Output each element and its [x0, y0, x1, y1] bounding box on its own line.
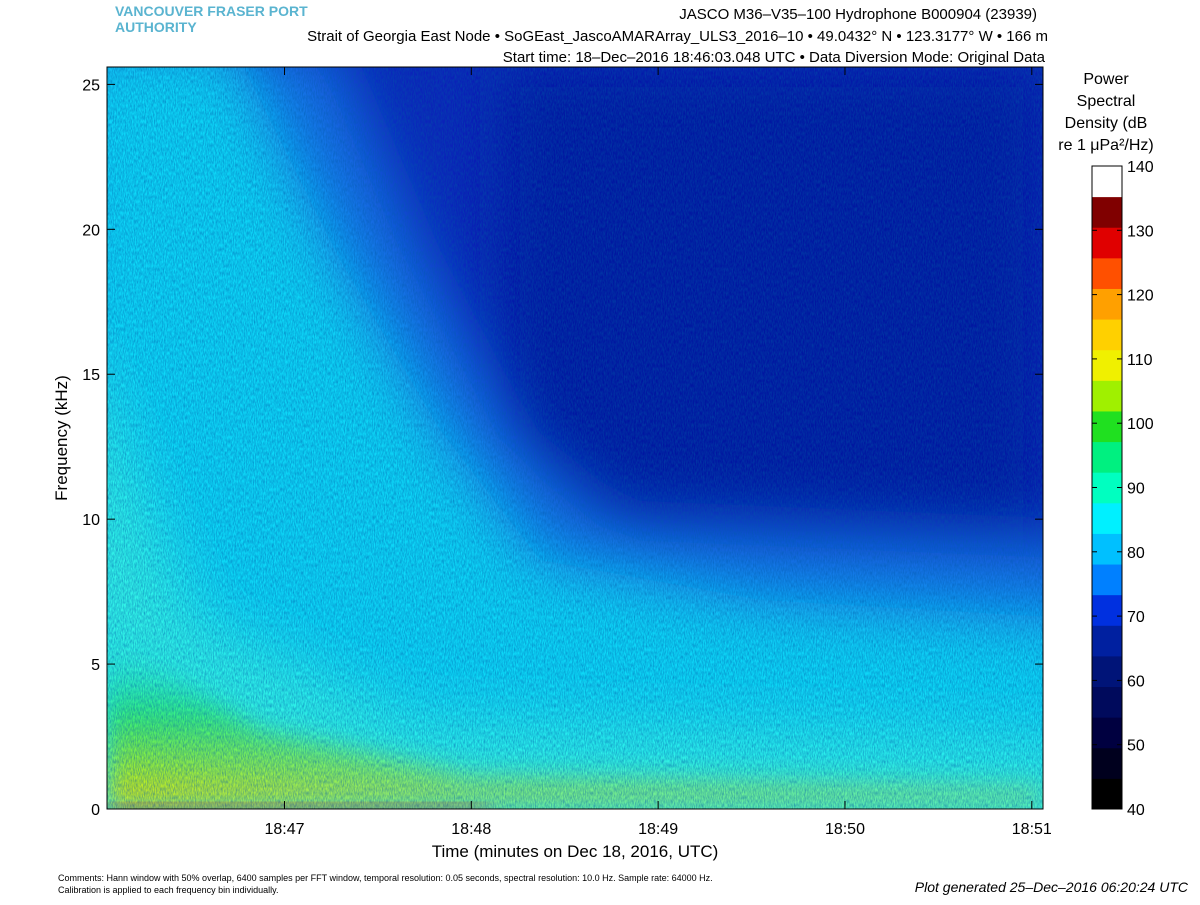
colorbar-tick-label: 60	[1127, 673, 1145, 690]
y-tick-label: 25	[82, 77, 100, 94]
colorbar-segment	[1092, 441, 1122, 473]
colorbar-segment	[1092, 288, 1122, 320]
colorbar-tick-label: 140	[1127, 159, 1154, 176]
x-tick-label: 18:50	[825, 821, 865, 838]
colorbar-label: Density (dB	[1065, 115, 1148, 132]
title-line: Strait of Georgia East Node • SoGEast_Ja…	[307, 28, 1048, 45]
colorbar-segment	[1092, 319, 1122, 351]
y-tick-label: 10	[82, 512, 100, 529]
colorbar-segment	[1092, 380, 1122, 412]
colorbar-segment	[1092, 502, 1122, 534]
comment-line: Calibration is applied to each frequency…	[58, 885, 278, 895]
x-axis-label: Time (minutes on Dec 18, 2016, UTC)	[432, 842, 719, 861]
footer: Plot generated 25–Dec–2016 06:20:24 UTC	[915, 879, 1189, 895]
plot-frame	[106, 66, 1044, 810]
colorbar-segment	[1092, 594, 1122, 626]
colorbar-segment	[1092, 655, 1122, 688]
x-tick-label: 18:51	[1012, 821, 1052, 838]
colorbar-segment	[1092, 196, 1122, 228]
colorbar-tick-label: 130	[1127, 223, 1154, 240]
y-tick-label: 20	[82, 222, 100, 239]
y-tick-label: 15	[82, 367, 100, 384]
colorbar-segment	[1092, 625, 1122, 657]
colorbar-segment	[1092, 564, 1122, 596]
colorbar-label: Spectral	[1077, 93, 1136, 110]
colorbar-segment	[1092, 166, 1122, 198]
colorbar-segment	[1092, 227, 1122, 259]
x-tick-label: 18:48	[451, 821, 491, 838]
colorbar-tick-label: 100	[1127, 416, 1154, 433]
colorbar-segment	[1092, 257, 1122, 289]
colorbar-tick-label: 110	[1127, 352, 1153, 369]
colorbar-segment	[1092, 778, 1122, 810]
colorbar-label: Power	[1083, 71, 1129, 88]
y-tick-label: 0	[91, 802, 100, 819]
colorbar-tick-label: 70	[1127, 609, 1145, 626]
colorbar-label: re 1 μPa²/Hz)	[1058, 137, 1153, 154]
colorbar-segment	[1092, 717, 1122, 749]
colorbar-segment	[1092, 349, 1122, 381]
x-tick-label: 18:49	[638, 821, 678, 838]
y-axis-label: Frequency (kHz)	[52, 375, 71, 501]
x-tick-label: 18:47	[264, 821, 304, 838]
title-line: Start time: 18–Dec–2016 18:46:03.048 UTC…	[503, 49, 1046, 66]
colorbar-tick-label: 120	[1127, 288, 1154, 305]
colorbar-tick-label: 40	[1127, 802, 1145, 819]
colorbar-tick-label: 50	[1127, 738, 1145, 755]
y-tick-label: 5	[91, 657, 100, 674]
title-line: JASCO M36–V35–100 Hydrophone B000904 (23…	[679, 6, 1037, 23]
colorbar-segment	[1092, 686, 1122, 718]
colorbar-segment	[1092, 533, 1122, 565]
colorbar-segment	[1092, 410, 1122, 443]
header-line: AUTHORITY	[115, 19, 197, 35]
spectrogram-image	[107, 67, 1043, 809]
colorbar-tick-label: 90	[1127, 481, 1145, 498]
colorbar-segment	[1092, 747, 1122, 779]
comment-line: Comments: Hann window with 50% overlap, …	[58, 873, 713, 883]
header-line: VANCOUVER FRASER PORT	[115, 3, 308, 19]
colorbar-tick-label: 80	[1127, 545, 1145, 562]
